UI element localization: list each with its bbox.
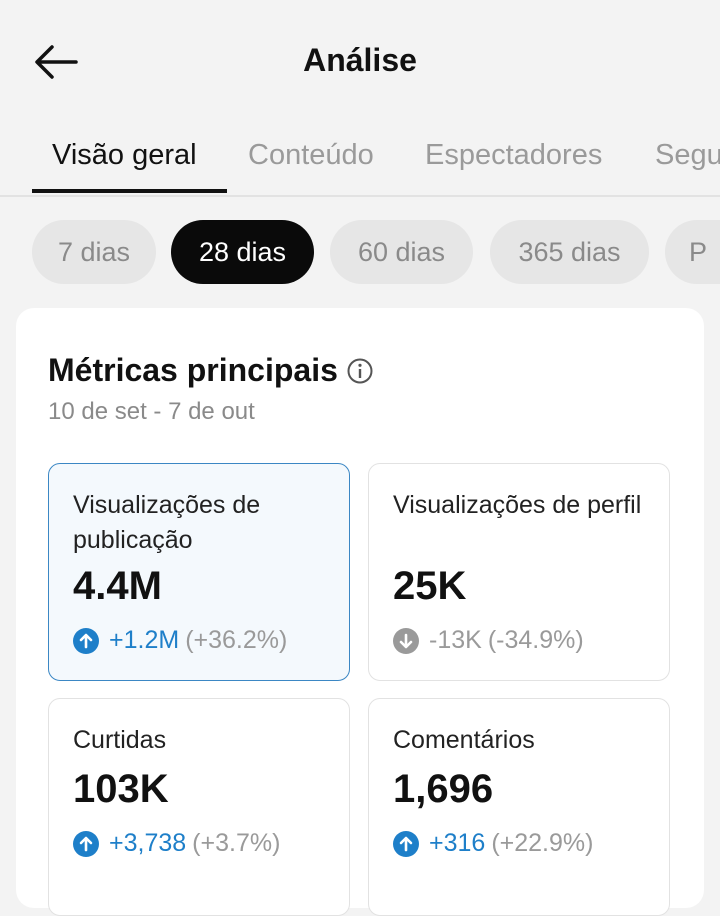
- back-button[interactable]: [32, 40, 80, 84]
- metric-change: +3,738 (+3.7%): [73, 829, 280, 858]
- metric-comments[interactable]: Comentários 1,696 +316 (+22.9%): [368, 698, 670, 916]
- metric-change: +316 (+22.9%): [393, 829, 593, 858]
- tab-bar: Visão geral Conteúdo Espectadores Segu: [0, 125, 720, 197]
- metric-label: Visualizações de perfil: [393, 491, 642, 519]
- range-60-days[interactable]: 60 dias: [330, 220, 473, 284]
- change-amount: +3,738: [109, 829, 187, 857]
- active-tab-indicator: [32, 189, 227, 193]
- change-percent: (-34.9%): [487, 626, 584, 654]
- tab-content[interactable]: Conteúdo: [248, 139, 374, 171]
- key-metrics-title: Métricas principais: [48, 352, 338, 388]
- metric-value: 25K: [393, 564, 467, 608]
- key-metrics-card: Métricas principais 10 de set - 7 de out…: [16, 308, 704, 916]
- range-365-days[interactable]: 365 dias: [490, 220, 649, 284]
- metric-post-views[interactable]: Visualizações de publicação 4.4M +1.2M (…: [48, 463, 350, 681]
- tab-followers[interactable]: Segu: [655, 139, 720, 171]
- change-percent: (+3.7%): [192, 829, 281, 857]
- metric-profile-views[interactable]: Visualizações de perfil 25K -13K (-34.9%…: [368, 463, 670, 681]
- tab-viewers[interactable]: Espectadores: [425, 139, 603, 171]
- arrow-up-circle-icon: [393, 830, 419, 857]
- info-icon[interactable]: [346, 357, 374, 385]
- metric-likes[interactable]: Curtidas 103K +3,738 (+3.7%): [48, 698, 350, 916]
- change-percent: (+22.9%): [491, 829, 594, 857]
- metric-change: -13K (-34.9%): [393, 626, 584, 655]
- metric-change: +1.2M (+36.2%): [73, 626, 287, 655]
- arrow-up-circle-icon: [73, 830, 99, 857]
- change-amount: -13K: [429, 626, 482, 654]
- arrow-down-circle-icon: [393, 627, 419, 654]
- range-7-days[interactable]: 7 dias: [32, 220, 156, 284]
- page-title: Análise: [303, 42, 417, 78]
- metric-label: Comentários: [393, 726, 535, 754]
- metric-label: Curtidas: [73, 726, 167, 754]
- change-percent: (+36.2%): [185, 626, 288, 654]
- range-custom[interactable]: P: [665, 220, 720, 284]
- arrow-up-circle-icon: [73, 627, 99, 654]
- date-range-selector: 7 dias 28 dias 60 dias 365 dias P: [0, 220, 720, 284]
- metric-value: 1,696: [393, 767, 494, 811]
- arrow-left-icon: [35, 45, 78, 79]
- tab-overview[interactable]: Visão geral: [52, 139, 197, 171]
- change-amount: +316: [429, 829, 486, 857]
- metric-value: 4.4M: [73, 564, 162, 608]
- metric-value: 103K: [73, 767, 169, 811]
- range-28-days[interactable]: 28 dias: [171, 220, 314, 284]
- change-amount: +1.2M: [109, 626, 180, 654]
- app-header: Análise: [0, 0, 720, 125]
- metric-label: Visualizações de publicação: [73, 491, 261, 554]
- date-range-label: 10 de set - 7 de out: [48, 398, 255, 425]
- key-metrics-heading: Métricas principais: [48, 352, 374, 389]
